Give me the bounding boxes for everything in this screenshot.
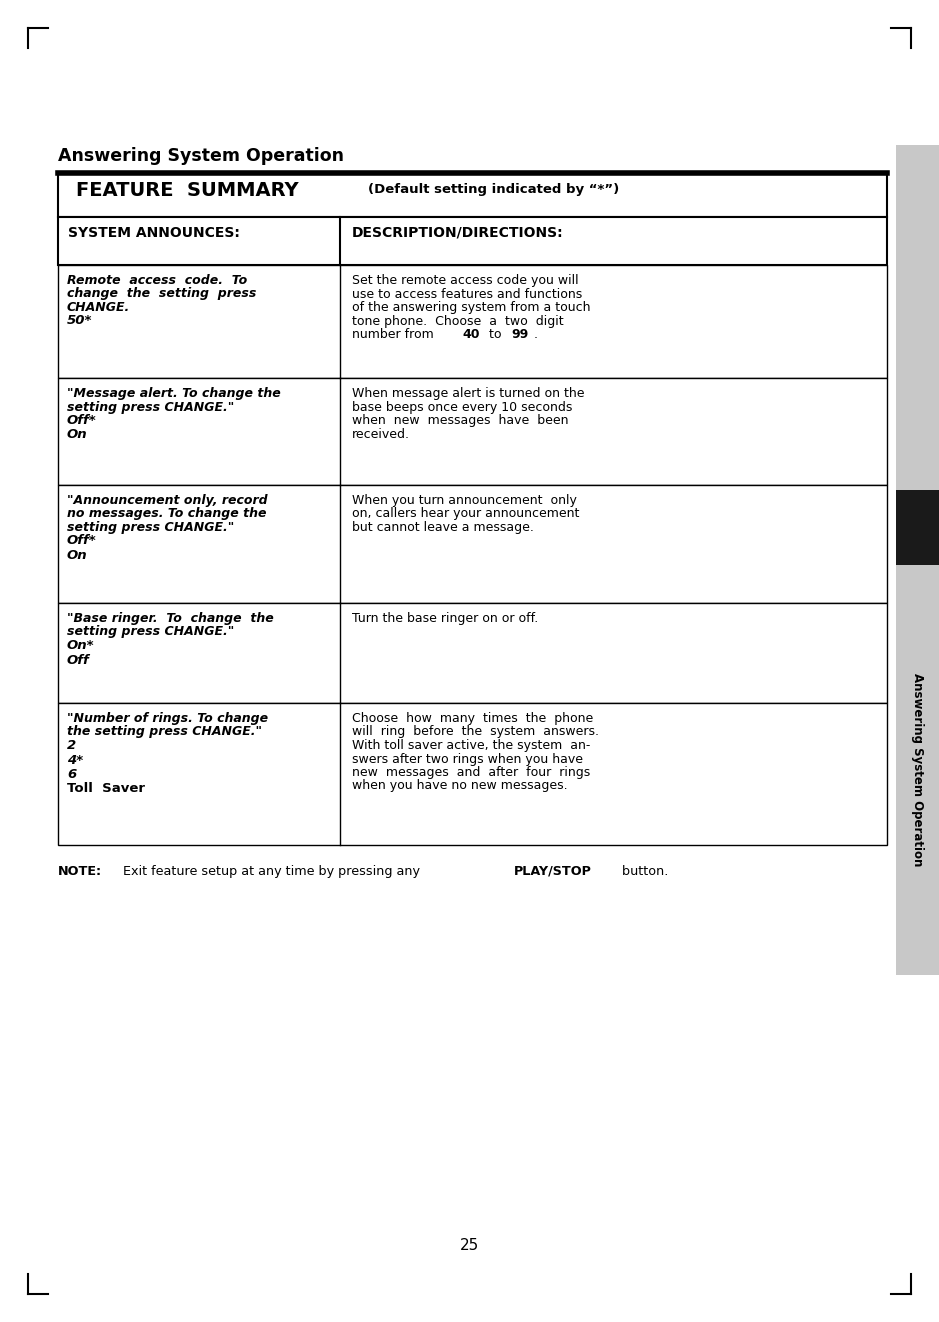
Text: swers after two rings when you have: swers after two rings when you have: [352, 752, 583, 765]
Text: Toll  Saver: Toll Saver: [67, 783, 145, 796]
Text: 50*: 50*: [67, 315, 92, 328]
Text: when  new  messages  have  been: when new messages have been: [352, 414, 568, 427]
Bar: [896, 145, 939, 976]
Text: number from: number from: [352, 328, 438, 341]
Text: .: .: [534, 328, 538, 341]
Text: setting press CHANGE.": setting press CHANGE.": [67, 625, 234, 639]
Bar: [58, 485, 887, 603]
Text: on, callers hear your announcement: on, callers hear your announcement: [352, 508, 579, 521]
Text: setting press CHANGE.": setting press CHANGE.": [67, 401, 234, 414]
Text: Answering System Operation: Answering System Operation: [911, 673, 924, 867]
Text: Set the remote access code you will: Set the remote access code you will: [352, 274, 578, 287]
Text: Off*: Off*: [67, 414, 97, 427]
Text: (Default setting indicated by “*”): (Default setting indicated by “*”): [368, 182, 619, 196]
Text: the setting press CHANGE.": the setting press CHANGE.": [67, 726, 262, 739]
Bar: [58, 175, 887, 217]
Text: NOTE:: NOTE:: [58, 865, 102, 878]
Text: Answering System Operation: Answering System Operation: [58, 147, 344, 165]
Text: 99: 99: [512, 328, 529, 341]
Text: "Base ringer.  To  change  the: "Base ringer. To change the: [67, 612, 274, 625]
Text: Remote  access  code.  To: Remote access code. To: [67, 274, 247, 287]
Text: 40: 40: [463, 328, 480, 341]
Text: 6: 6: [67, 768, 76, 781]
Bar: [58, 217, 887, 264]
Text: CHANGE.: CHANGE.: [67, 301, 131, 315]
Bar: [58, 603, 887, 703]
Text: when you have no new messages.: when you have no new messages.: [352, 780, 567, 792]
Text: but cannot leave a message.: but cannot leave a message.: [352, 521, 534, 534]
Text: received.: received.: [352, 427, 410, 440]
Text: "Number of rings. To change: "Number of rings. To change: [67, 713, 269, 724]
Text: FEATURE  SUMMARY: FEATURE SUMMARY: [76, 181, 299, 200]
Bar: [58, 703, 887, 845]
Text: On*: On*: [67, 639, 95, 652]
Text: no messages. To change the: no messages. To change the: [67, 508, 267, 521]
Text: of the answering system from a touch: of the answering system from a touch: [352, 301, 591, 315]
Bar: [58, 264, 887, 378]
Text: to: to: [485, 328, 506, 341]
Text: Choose  how  many  times  the  phone: Choose how many times the phone: [352, 713, 593, 724]
Text: will  ring  before  the  system  answers.: will ring before the system answers.: [352, 726, 599, 739]
Text: When you turn announcement  only: When you turn announcement only: [352, 494, 577, 508]
Text: Turn the base ringer on or off.: Turn the base ringer on or off.: [352, 612, 538, 625]
Text: On: On: [67, 428, 87, 442]
Bar: [896, 490, 939, 564]
Text: DESCRIPTION/DIRECTIONS:: DESCRIPTION/DIRECTIONS:: [352, 226, 563, 241]
Text: PLAY/STOP: PLAY/STOP: [514, 865, 592, 878]
Text: Off: Off: [67, 653, 90, 666]
Bar: [58, 378, 887, 485]
Text: button.: button.: [614, 865, 669, 878]
Text: 4*: 4*: [67, 754, 84, 767]
Text: Exit feature setup at any time by pressing any: Exit feature setup at any time by pressi…: [115, 865, 423, 878]
Text: When message alert is turned on the: When message alert is turned on the: [352, 387, 584, 401]
Text: setting press CHANGE.": setting press CHANGE.": [67, 521, 234, 534]
Text: base beeps once every 10 seconds: base beeps once every 10 seconds: [352, 401, 573, 414]
Text: use to access features and functions: use to access features and functions: [352, 287, 582, 300]
Text: Off*: Off*: [67, 534, 97, 547]
Text: "Message alert. To change the: "Message alert. To change the: [67, 387, 281, 401]
Text: "Announcement only, record: "Announcement only, record: [67, 494, 268, 508]
Text: change  the  setting  press: change the setting press: [67, 287, 256, 300]
Text: On: On: [67, 549, 87, 562]
Text: 25: 25: [460, 1237, 479, 1253]
Text: With toll saver active, the system  an-: With toll saver active, the system an-: [352, 739, 591, 752]
Text: tone phone.  Choose  a  two  digit: tone phone. Choose a two digit: [352, 315, 563, 328]
Text: 2: 2: [67, 739, 76, 752]
Text: new  messages  and  after  four  rings: new messages and after four rings: [352, 765, 591, 779]
Text: SYSTEM ANNOUNCES:: SYSTEM ANNOUNCES:: [68, 226, 239, 241]
